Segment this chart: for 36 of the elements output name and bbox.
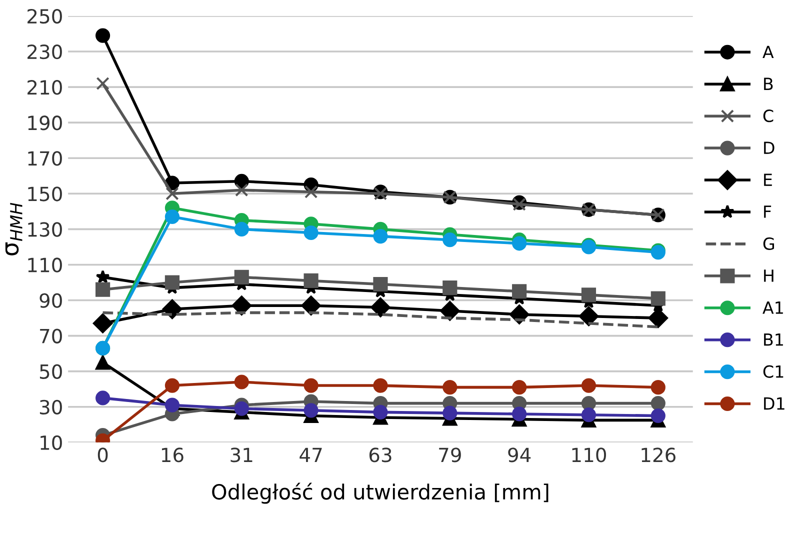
y-tick-label: 230 [28, 44, 62, 60]
x-tick-label: 47 [300, 448, 322, 462]
x-tick-label: 31 [230, 448, 252, 462]
y-tick-label: 170 [28, 151, 62, 166]
y-tick-label: 30 [40, 400, 62, 415]
y-axis-title: σ$_{HMH}$ [5, 202, 22, 256]
legend-label: E [764, 174, 772, 186]
y-tick-label: 190 [28, 116, 62, 130]
x-axis-title: Odległość od utwierdzenia [mm] [212, 482, 548, 504]
legend-label: D [764, 142, 774, 154]
legend-label: G [763, 237, 774, 250]
y-tick-label: 50 [40, 364, 62, 379]
x-tick-label: 94 [508, 448, 531, 462]
x-tick-label: 110 [572, 448, 606, 462]
legend-label: F [764, 206, 772, 218]
x-tick-label: 79 [439, 448, 461, 462]
legend-label: D1 [764, 397, 784, 410]
y-tick-label: 210 [28, 80, 62, 95]
legend-label: B [764, 78, 773, 90]
legend-label: A1 [762, 302, 783, 314]
legend-label: B1 [764, 334, 783, 346]
x-tick-label: 63 [369, 448, 392, 462]
y-tick-label: 70 [40, 328, 62, 344]
x-tick-label: 126 [642, 448, 676, 462]
legend-label: H [764, 270, 774, 282]
y-tick-label: 130 [28, 222, 62, 237]
y-tick-label: 10 [40, 435, 62, 450]
y-tick-label: 110 [28, 258, 62, 272]
y-tick-label: 250 [28, 8, 62, 24]
legend-label: A [762, 46, 774, 58]
y-tick-label: 90 [40, 293, 62, 308]
y-tick-label: 150 [28, 186, 62, 202]
x-tick-label: 16 [162, 448, 184, 462]
legend-label: C1 [763, 365, 784, 378]
legend-label: C [763, 110, 774, 122]
x-tick-label: 0 [98, 448, 108, 462]
